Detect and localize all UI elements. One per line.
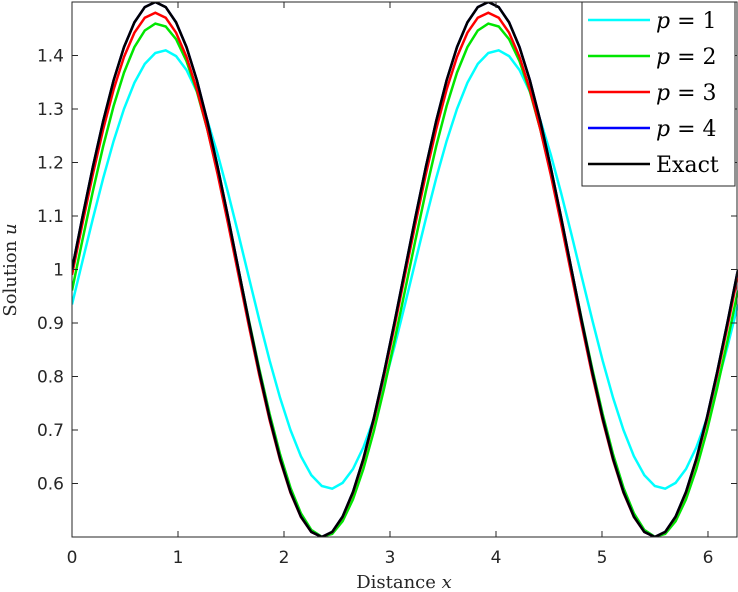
x-axis-label: Distance x <box>356 572 452 592</box>
x-tick-label: 3 <box>385 548 396 568</box>
series-line-1 <box>72 48 738 491</box>
y-tick-label: 1.3 <box>37 100 64 120</box>
y-tick-label: 0.8 <box>37 368 64 388</box>
y-axis-label: Solution u <box>0 223 21 316</box>
series-line-5 <box>72 2 738 537</box>
legend-label-1: p = 1 <box>656 9 717 34</box>
y-tick-label: 1 <box>53 261 64 281</box>
legend-label-3: p = 3 <box>656 81 717 106</box>
y-tick-label: 0.7 <box>37 421 64 441</box>
x-tick-label: 5 <box>597 548 608 568</box>
legend-label-5: Exact <box>656 153 719 178</box>
legend-label-2: p = 2 <box>656 45 717 70</box>
x-tick-label: 4 <box>491 548 502 568</box>
x-tick-label: 6 <box>703 548 714 568</box>
y-tick-label: 1.1 <box>37 207 64 227</box>
x-tick-label: 2 <box>279 548 290 568</box>
x-axis: 0 1 2 3 4 5 6 <box>67 2 714 568</box>
x-tick-label: 1 <box>173 548 184 568</box>
y-axis: 0.6 0.7 0.8 0.9 1 1.1 1.2 1.3 1.4 <box>37 47 737 495</box>
plot-lines <box>72 2 738 537</box>
x-tick-label: 0 <box>67 548 78 568</box>
legend: p = 1 p = 2 p = 3 p = 4 Exact <box>581 1 736 187</box>
y-tick-label: 0.9 <box>37 314 64 334</box>
legend-box <box>581 1 736 187</box>
y-tick-label: 1.2 <box>37 154 64 174</box>
y-tick-label: 1.4 <box>37 47 64 67</box>
y-tick-label: 0.6 <box>37 475 64 495</box>
series-line-2 <box>72 22 738 537</box>
legend-label-4: p = 4 <box>656 117 717 142</box>
